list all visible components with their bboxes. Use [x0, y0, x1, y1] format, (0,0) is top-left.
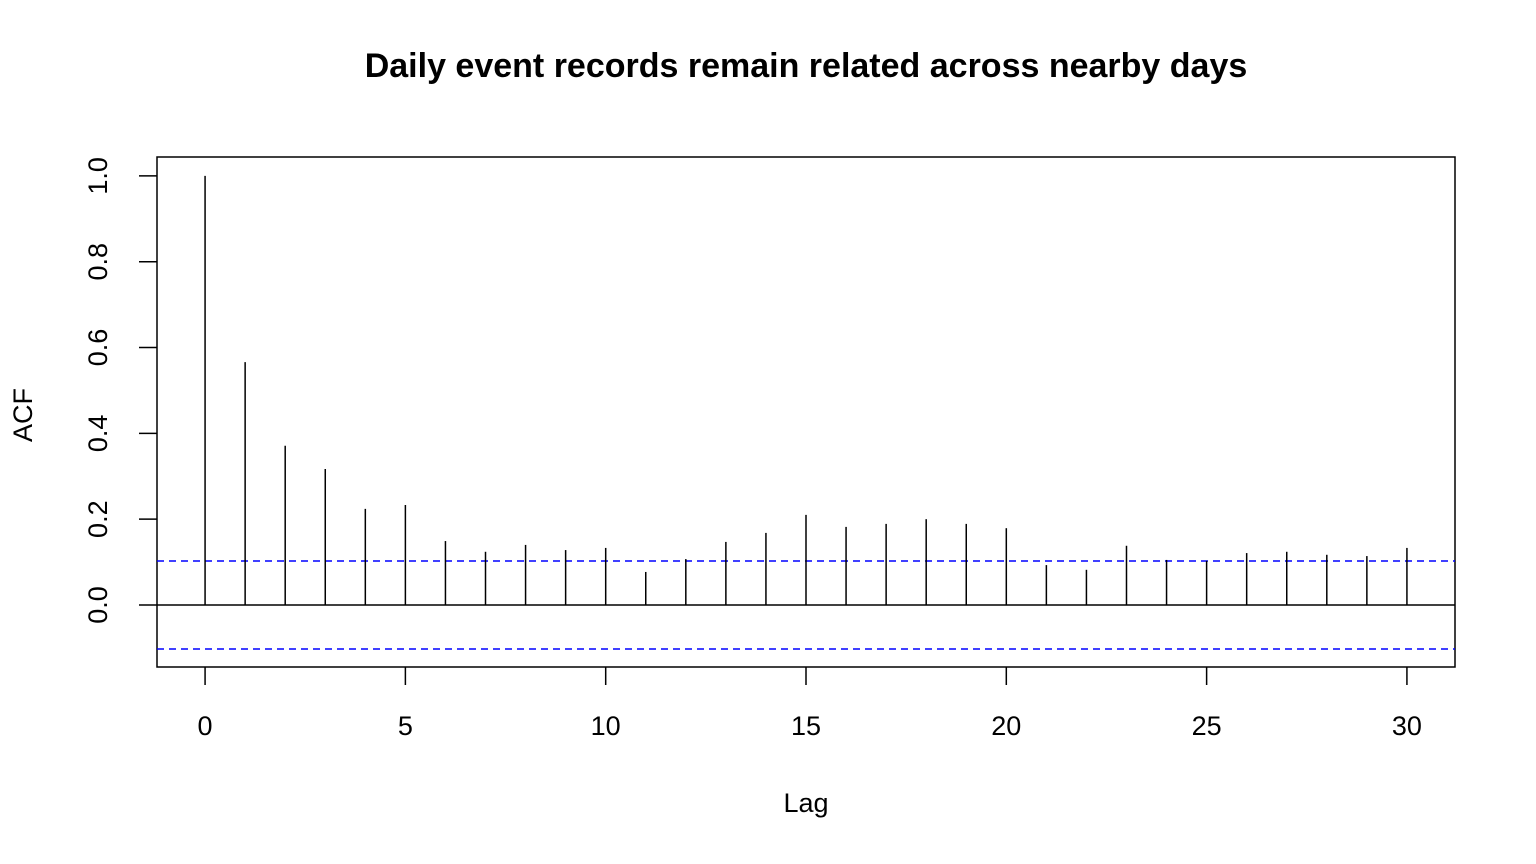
x-tick-label: 30	[1392, 711, 1422, 741]
x-tick-label: 0	[198, 711, 213, 741]
y-tick-label: 0.4	[83, 415, 113, 453]
y-tick-label: 0.0	[83, 586, 113, 624]
chart-title: Daily event records remain related acros…	[365, 47, 1248, 85]
x-tick-label: 10	[591, 711, 621, 741]
y-tick-label: 1.0	[83, 157, 113, 195]
y-tick-label: 0.6	[83, 329, 113, 367]
x-tick-label: 15	[791, 711, 821, 741]
x-tick-label: 20	[991, 711, 1021, 741]
x-axis-label: Lag	[783, 788, 828, 818]
y-tick-label: 0.8	[83, 243, 113, 281]
x-tick-label: 5	[398, 711, 413, 741]
y-tick-label: 0.2	[83, 500, 113, 538]
y-axis-label: ACF	[8, 388, 38, 442]
x-tick-label: 25	[1192, 711, 1222, 741]
